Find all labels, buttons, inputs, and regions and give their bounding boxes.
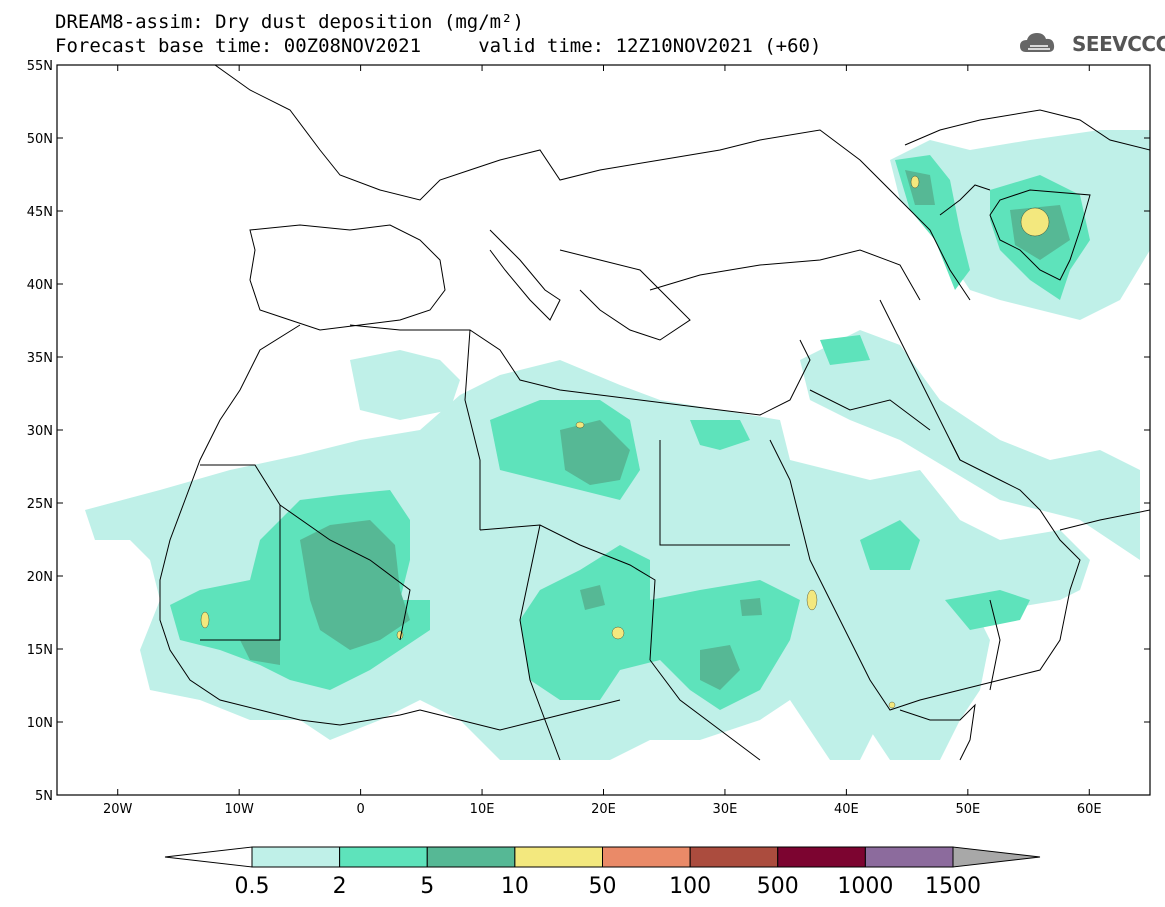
lat-tick-label: 25N <box>27 497 53 512</box>
colorbar-swatch <box>251 846 341 868</box>
colorbar-label: 100 <box>669 874 711 899</box>
colorbar-label: 10 <box>501 874 529 899</box>
colorbar-swatch <box>426 846 516 868</box>
lat-tick-label: 5N <box>35 789 53 804</box>
colorbar-swatch <box>514 846 603 868</box>
colorbar-label: 1500 <box>925 874 981 899</box>
colorbar-swatch <box>164 846 253 868</box>
forecast-time-line: Forecast base time: 00Z08NOV2021 valid t… <box>55 35 822 57</box>
lon-tick-label: 60E <box>1077 802 1102 817</box>
lon-tick-label: 20E <box>591 802 616 817</box>
lon-tick-label: 10E <box>470 802 495 817</box>
colorbar-label: 500 <box>757 874 799 899</box>
lon-tick-label: 10W <box>224 802 254 817</box>
latitude-ticks: 55N 50N 45N 40N 35N 30N 25N 20N 15N 10N 5N <box>27 59 1150 804</box>
lat-tick-label: 30N <box>27 424 53 439</box>
colorbar-swatch <box>864 846 954 868</box>
colorbar-swatch <box>689 846 779 868</box>
lat-tick-label: 35N <box>27 351 53 366</box>
colorbar-swatch <box>339 846 428 868</box>
lon-tick-label: 50E <box>955 802 980 817</box>
lon-tick-label: 40E <box>834 802 859 817</box>
lat-tick-label: 15N <box>27 643 53 658</box>
colorbar-swatch <box>777 846 866 868</box>
colorbar-label: 50 <box>589 874 617 899</box>
lat-tick-label: 20N <box>27 570 53 585</box>
colorbar-label: 2 <box>333 874 347 899</box>
lon-tick-label: 20W <box>103 802 133 817</box>
deposition-band-10-50 <box>200 175 1050 709</box>
colorbar-swatch <box>952 846 1041 868</box>
colorbar-label: 0.5 <box>235 874 270 899</box>
map-title: DREAM8-assim: Dry dust deposition (mg/m²… <box>55 11 524 33</box>
coastlines-and-borders <box>159 65 1150 761</box>
colorbar-label: 5 <box>420 874 434 899</box>
lat-tick-label: 40N <box>27 278 53 293</box>
lat-tick-label: 10N <box>27 716 53 731</box>
longitude-ticks: 20W 10W 0 10E 20E 30E 40E 50E 60E <box>103 65 1102 817</box>
colorbar-swatch <box>602 846 691 868</box>
lat-tick-label: 45N <box>27 205 53 220</box>
lon-tick-label: 0 <box>356 802 364 817</box>
lon-tick-label: 30E <box>713 802 738 817</box>
lat-tick-label: 50N <box>27 132 53 147</box>
seevccc-logo: SEEVCCC <box>1072 32 1165 56</box>
colorbar-label: 1000 <box>837 874 893 899</box>
lat-tick-label: 55N <box>27 59 53 74</box>
cloud-icon <box>1020 33 1055 52</box>
